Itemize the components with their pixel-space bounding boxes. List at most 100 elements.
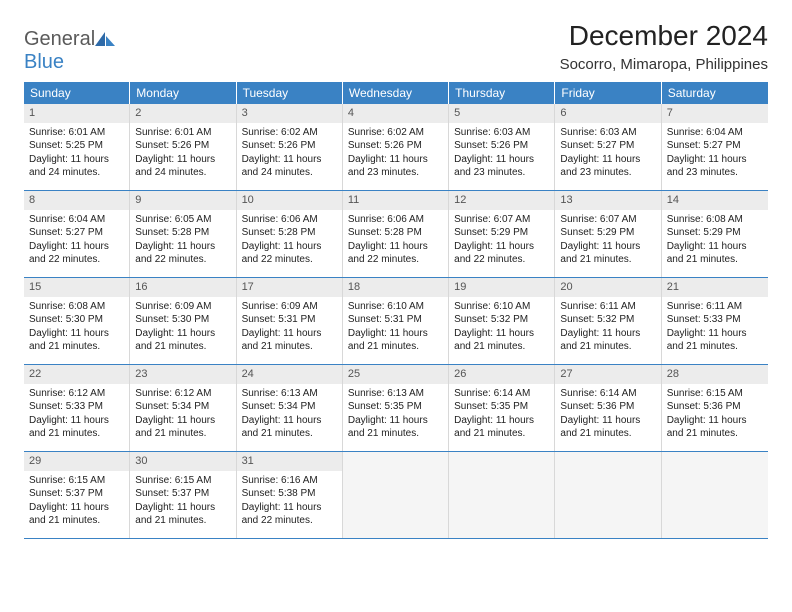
weekday-header: Tuesday [237, 82, 343, 104]
sunrise-text: Sunrise: 6:06 AM [348, 213, 443, 227]
daylight-text: Daylight: 11 hours and 22 minutes. [135, 240, 230, 267]
calendar: SundayMondayTuesdayWednesdayThursdayFrid… [24, 82, 768, 539]
day-body: Sunrise: 6:13 AMSunset: 5:34 PMDaylight:… [237, 384, 342, 446]
sunrise-text: Sunrise: 6:05 AM [135, 213, 230, 227]
day-cell: 5Sunrise: 6:03 AMSunset: 5:26 PMDaylight… [449, 104, 555, 190]
sunset-text: Sunset: 5:32 PM [560, 313, 655, 327]
daylight-text: Daylight: 11 hours and 21 minutes. [348, 414, 443, 441]
daylight-text: Daylight: 11 hours and 21 minutes. [560, 414, 655, 441]
day-body: Sunrise: 6:12 AMSunset: 5:33 PMDaylight:… [24, 384, 129, 446]
day-number: 4 [343, 104, 448, 123]
weekday-header-row: SundayMondayTuesdayWednesdayThursdayFrid… [24, 82, 768, 104]
sunset-text: Sunset: 5:36 PM [667, 400, 763, 414]
day-cell: 6Sunrise: 6:03 AMSunset: 5:27 PMDaylight… [555, 104, 661, 190]
sunset-text: Sunset: 5:37 PM [29, 487, 124, 501]
sunset-text: Sunset: 5:30 PM [135, 313, 230, 327]
day-body: Sunrise: 6:09 AMSunset: 5:31 PMDaylight:… [237, 297, 342, 359]
day-number: 8 [24, 191, 129, 210]
day-cell: 15Sunrise: 6:08 AMSunset: 5:30 PMDayligh… [24, 278, 130, 364]
daylight-text: Daylight: 11 hours and 21 minutes. [454, 414, 549, 441]
day-cell: 21Sunrise: 6:11 AMSunset: 5:33 PMDayligh… [662, 278, 768, 364]
day-number: 14 [662, 191, 768, 210]
weekday-header: Thursday [449, 82, 555, 104]
sunrise-text: Sunrise: 6:01 AM [29, 126, 124, 140]
day-number: 1 [24, 104, 129, 123]
sunset-text: Sunset: 5:27 PM [29, 226, 124, 240]
sunrise-text: Sunrise: 6:08 AM [29, 300, 124, 314]
day-cell: 3Sunrise: 6:02 AMSunset: 5:26 PMDaylight… [237, 104, 343, 190]
empty-day-cell [555, 452, 661, 538]
day-body: Sunrise: 6:04 AMSunset: 5:27 PMDaylight:… [24, 210, 129, 272]
day-cell: 1Sunrise: 6:01 AMSunset: 5:25 PMDaylight… [24, 104, 130, 190]
sunrise-text: Sunrise: 6:11 AM [560, 300, 655, 314]
day-body: Sunrise: 6:01 AMSunset: 5:26 PMDaylight:… [130, 123, 235, 185]
weekday-header: Monday [130, 82, 236, 104]
logo-text-block: General Blue [24, 28, 115, 74]
day-body: Sunrise: 6:11 AMSunset: 5:32 PMDaylight:… [555, 297, 660, 359]
day-body: Sunrise: 6:01 AMSunset: 5:25 PMDaylight:… [24, 123, 129, 185]
sunrise-text: Sunrise: 6:10 AM [348, 300, 443, 314]
day-body: Sunrise: 6:04 AMSunset: 5:27 PMDaylight:… [662, 123, 768, 185]
day-number: 29 [24, 452, 129, 471]
week-row: 29Sunrise: 6:15 AMSunset: 5:37 PMDayligh… [24, 452, 768, 539]
sunrise-text: Sunrise: 6:11 AM [667, 300, 763, 314]
daylight-text: Daylight: 11 hours and 21 minutes. [29, 501, 124, 528]
day-cell: 31Sunrise: 6:16 AMSunset: 5:38 PMDayligh… [237, 452, 343, 538]
sunrise-text: Sunrise: 6:04 AM [667, 126, 763, 140]
sunset-text: Sunset: 5:35 PM [348, 400, 443, 414]
daylight-text: Daylight: 11 hours and 21 minutes. [560, 240, 655, 267]
daylight-text: Daylight: 11 hours and 21 minutes. [242, 327, 337, 354]
day-cell: 11Sunrise: 6:06 AMSunset: 5:28 PMDayligh… [343, 191, 449, 277]
day-number: 26 [449, 365, 554, 384]
day-body: Sunrise: 6:07 AMSunset: 5:29 PMDaylight:… [555, 210, 660, 272]
daylight-text: Daylight: 11 hours and 21 minutes. [135, 501, 230, 528]
day-number: 18 [343, 278, 448, 297]
weeks-container: 1Sunrise: 6:01 AMSunset: 5:25 PMDaylight… [24, 104, 768, 539]
daylight-text: Daylight: 11 hours and 23 minutes. [667, 153, 763, 180]
day-number: 23 [130, 365, 235, 384]
sunset-text: Sunset: 5:31 PM [348, 313, 443, 327]
daylight-text: Daylight: 11 hours and 21 minutes. [29, 327, 124, 354]
sunrise-text: Sunrise: 6:12 AM [29, 387, 124, 401]
daylight-text: Daylight: 11 hours and 22 minutes. [242, 240, 337, 267]
day-body: Sunrise: 6:05 AMSunset: 5:28 PMDaylight:… [130, 210, 235, 272]
sunrise-text: Sunrise: 6:14 AM [560, 387, 655, 401]
day-cell: 16Sunrise: 6:09 AMSunset: 5:30 PMDayligh… [130, 278, 236, 364]
day-cell: 4Sunrise: 6:02 AMSunset: 5:26 PMDaylight… [343, 104, 449, 190]
week-row: 8Sunrise: 6:04 AMSunset: 5:27 PMDaylight… [24, 191, 768, 278]
sunrise-text: Sunrise: 6:13 AM [348, 387, 443, 401]
title-block: December 2024 Socorro, Mimaropa, Philipp… [560, 20, 768, 73]
day-cell: 28Sunrise: 6:15 AMSunset: 5:36 PMDayligh… [662, 365, 768, 451]
sunrise-text: Sunrise: 6:14 AM [454, 387, 549, 401]
daylight-text: Daylight: 11 hours and 21 minutes. [135, 414, 230, 441]
sunrise-text: Sunrise: 6:10 AM [454, 300, 549, 314]
sunset-text: Sunset: 5:29 PM [560, 226, 655, 240]
day-cell: 19Sunrise: 6:10 AMSunset: 5:32 PMDayligh… [449, 278, 555, 364]
day-body: Sunrise: 6:07 AMSunset: 5:29 PMDaylight:… [449, 210, 554, 272]
sunrise-text: Sunrise: 6:16 AM [242, 474, 337, 488]
day-number: 12 [449, 191, 554, 210]
daylight-text: Daylight: 11 hours and 21 minutes. [667, 414, 763, 441]
sunrise-text: Sunrise: 6:03 AM [454, 126, 549, 140]
day-body: Sunrise: 6:14 AMSunset: 5:36 PMDaylight:… [555, 384, 660, 446]
day-body: Sunrise: 6:02 AMSunset: 5:26 PMDaylight:… [343, 123, 448, 185]
day-cell: 20Sunrise: 6:11 AMSunset: 5:32 PMDayligh… [555, 278, 661, 364]
daylight-text: Daylight: 11 hours and 22 minutes. [348, 240, 443, 267]
day-number: 31 [237, 452, 342, 471]
day-body: Sunrise: 6:08 AMSunset: 5:29 PMDaylight:… [662, 210, 768, 272]
day-number: 10 [237, 191, 342, 210]
daylight-text: Daylight: 11 hours and 22 minutes. [242, 501, 337, 528]
day-body: Sunrise: 6:14 AMSunset: 5:35 PMDaylight:… [449, 384, 554, 446]
sunset-text: Sunset: 5:30 PM [29, 313, 124, 327]
week-row: 22Sunrise: 6:12 AMSunset: 5:33 PMDayligh… [24, 365, 768, 452]
sunrise-text: Sunrise: 6:02 AM [242, 126, 337, 140]
day-body: Sunrise: 6:09 AMSunset: 5:30 PMDaylight:… [130, 297, 235, 359]
sunrise-text: Sunrise: 6:08 AM [667, 213, 763, 227]
daylight-text: Daylight: 11 hours and 21 minutes. [29, 414, 124, 441]
sunset-text: Sunset: 5:26 PM [242, 139, 337, 153]
sunrise-text: Sunrise: 6:06 AM [242, 213, 337, 227]
day-number: 20 [555, 278, 660, 297]
logo-sail-icon [95, 32, 115, 48]
day-number: 30 [130, 452, 235, 471]
day-body: Sunrise: 6:15 AMSunset: 5:37 PMDaylight:… [24, 471, 129, 533]
